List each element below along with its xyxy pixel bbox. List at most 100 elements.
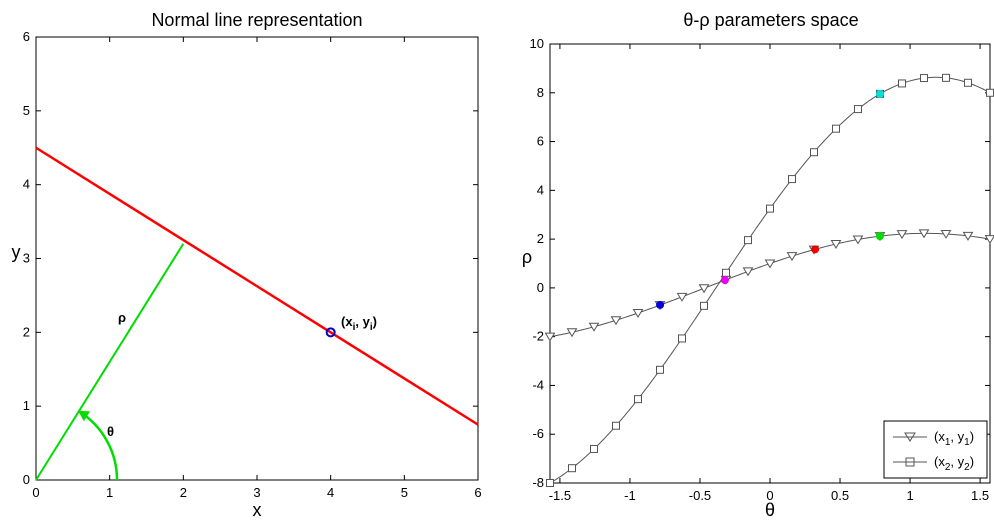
y-tick-label: 2 [23,324,30,339]
x-tick-label: -1 [624,488,636,503]
legend-1-base: (x [934,429,945,444]
highlight-point [875,89,884,98]
legend-label-1: (x1, y1) [934,429,974,448]
legend-2-end: ) [970,454,974,469]
y-tick-label: 0 [23,472,30,487]
square-marker [590,444,598,453]
triangle-marker [764,259,776,269]
x-tick-label: 1 [906,488,913,503]
y-tick-label: 0 [537,280,544,295]
triangle-marker [544,332,556,342]
triangle-marker [962,231,974,241]
square-marker [788,175,796,184]
triangle-marker [566,328,578,338]
triangle-marker [742,267,754,277]
square-marker [634,395,642,404]
legend-2-sub2: 2 [964,462,970,473]
legend-1-sub2: 1 [964,437,970,448]
x-tick-label: 3 [253,485,260,500]
chart-title: Normal line representation [151,10,362,30]
angle-arrowhead [78,410,91,422]
square-marker [942,73,950,82]
legend-2-sub1: 2 [945,462,951,473]
legend-1-mid: , y [950,429,964,444]
point-label: (xi, yi) [341,314,377,333]
legend-1-sub1: 1 [945,437,951,448]
square-marker [766,204,774,213]
parameter-space-chart: θ-ρ parameters space -1.5 -1 -0.5 0 0.5 1 1.5-… [522,10,994,520]
marks-group [544,73,994,488]
triangle-marker [896,230,908,240]
y-tick-label: 6 [537,134,544,149]
x-tick-label: 6 [474,485,481,500]
square-marker [722,268,730,277]
triangle-marker [632,309,644,318]
x-tick-label: 5 [401,485,408,500]
triangle-marker [610,316,622,326]
point-label-sub1: i [353,322,356,333]
triangle-marker [786,252,798,262]
triangle-marker [676,292,688,302]
legend-2-mid: , y [950,454,964,469]
x-axis-label: θ [765,500,775,520]
legend-1-end: ) [970,429,974,444]
square-marker [568,464,576,473]
point-label-mid: , y [355,314,370,329]
square-marker [612,421,620,430]
y-tick-label: -6 [532,426,544,441]
rho-label: ρ [118,310,126,325]
triangle-marker [852,235,864,245]
x-tick-label: -0.5 [689,488,711,503]
y-tick-label: 4 [23,177,30,192]
highlight-point [656,300,665,309]
y-tick-label: -4 [532,377,544,392]
square-marker [920,74,928,83]
square-marker [810,148,818,157]
point-label-base1: (x [341,314,353,329]
normal-line-chart: Normal line representation 0 1 2 3 4 5 6 0 1 2 3 4 5… [12,10,482,520]
highlight-point [875,232,884,241]
x-tick-label: 2 [180,485,187,500]
marks-group [35,146,479,481]
x-tick-label: 4 [327,485,334,500]
triangle-marker [698,284,710,294]
y-tick-label: 6 [23,29,30,44]
triangle-marker [588,322,600,332]
highlight-point [811,245,820,254]
legend-label-2: (x2, y2) [934,454,974,473]
highlight-point [720,276,729,285]
tick-group: -1.5 -1 -0.5 0 0.5 1 1.5 -8 -6 -4 -2 0 2 4 6 8 10 [530,36,990,503]
y-tick-label: 4 [537,182,544,197]
square-marker [964,78,972,87]
y-tick-label: 3 [23,251,30,266]
square-marker [854,105,862,114]
square-marker [986,88,994,97]
normal-segment [35,243,185,481]
triangle-marker [918,229,930,239]
point-label-end: ) [373,314,377,329]
plot-area-frame [35,36,479,481]
y-tick-label: -2 [532,329,544,344]
point-label-sub2: i [370,322,373,333]
legend: (x1, y1) (x2, y2) [883,420,988,479]
legend-box [883,420,988,479]
x-axis-label: x [253,500,262,520]
triangle-marker [984,235,994,245]
point-marker [325,327,336,338]
red-line [35,146,479,426]
square-marker [656,365,664,374]
y-tick-label: 1 [23,398,30,413]
square-marker [546,479,554,488]
legend-2-base: (x [934,454,945,469]
theta-label: θ [107,424,114,439]
legend-marker-square [905,457,915,467]
y-axis-label: ρ [522,247,532,267]
x-tick-label: -1.5 [549,488,571,503]
tick-group: 0 1 2 3 4 5 6 0 1 2 3 4 5 6 [23,29,482,500]
x-tick-label: 1.5 [971,488,989,503]
square-marker [678,334,686,343]
square-marker [744,236,752,245]
y-tick-label: -8 [532,475,544,490]
legend-marker-triangle [904,432,916,442]
